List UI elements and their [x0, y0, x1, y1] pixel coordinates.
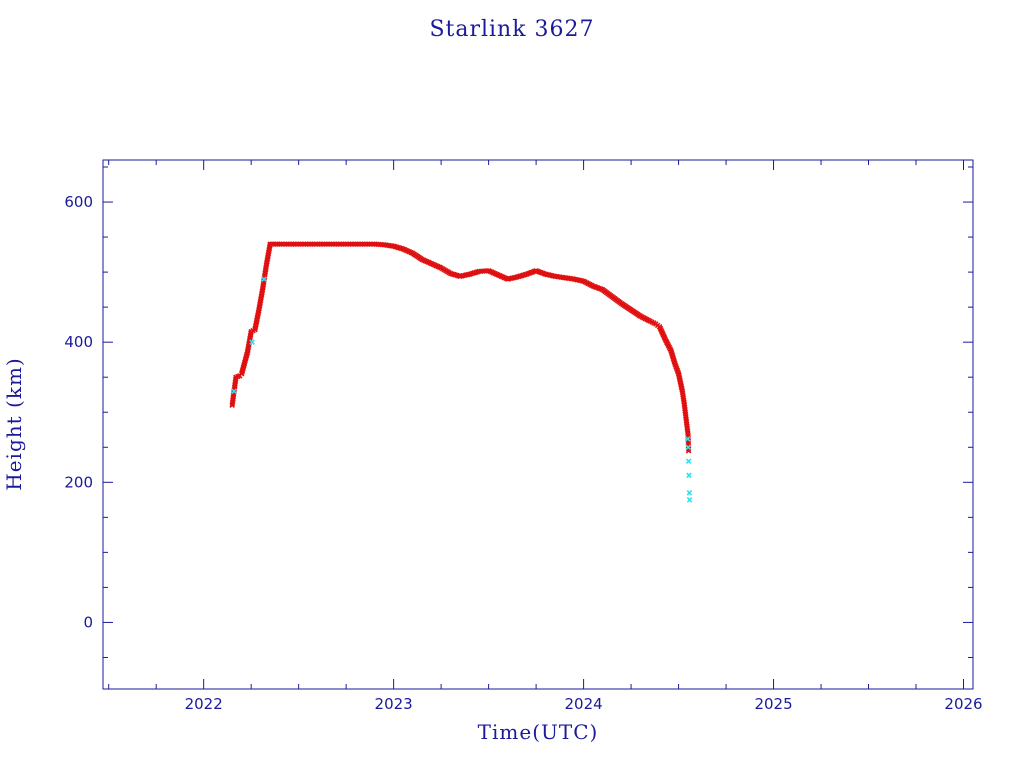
chart-title: Starlink 3627: [429, 17, 594, 42]
axis-ticks: [103, 160, 973, 689]
x-tick-label: 2023: [375, 695, 413, 713]
data-point-secondary: [686, 490, 693, 496]
data-point-secondary: [686, 497, 693, 503]
y-tick-label: 400: [64, 333, 93, 351]
x-tick-label: 2026: [944, 695, 982, 713]
y-tick-label: 200: [64, 473, 93, 491]
data-point-secondary: [685, 444, 692, 451]
x-tick-label: 2024: [564, 695, 602, 713]
data-points: [229, 241, 693, 503]
plot-frame: [102, 159, 974, 690]
x-tick-label: 2022: [185, 695, 223, 713]
data-point-secondary: [686, 472, 692, 479]
x-tick-label: 2025: [754, 695, 792, 713]
y-tick-label: 600: [64, 193, 93, 211]
y-tick-label: 0: [83, 613, 93, 631]
tick-labels: 2022 2023 2024 2025 2026 0 200 400 600: [64, 193, 982, 713]
data-point-secondary: [261, 276, 267, 282]
data-point-secondary: [685, 458, 692, 465]
x-axis-label: Time(UTC): [478, 720, 599, 744]
data-point-secondary: [249, 339, 255, 345]
y-axis-label: Height (km): [2, 357, 26, 490]
data-point-secondary: [684, 436, 691, 442]
data-point-secondary: [231, 388, 237, 394]
